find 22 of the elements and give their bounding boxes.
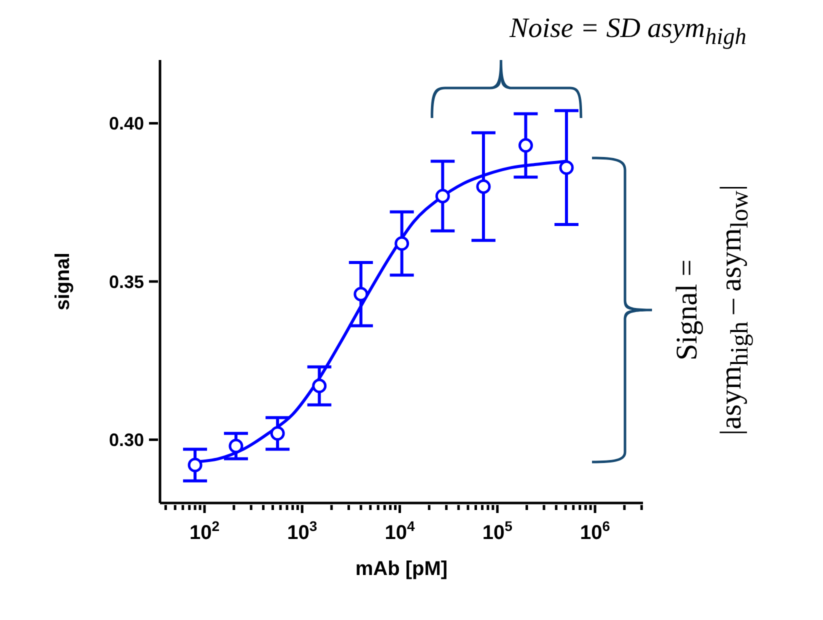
point bbox=[559, 160, 574, 175]
y-tick-label: 0.30 bbox=[108, 430, 144, 450]
y-axis-title: signal bbox=[52, 252, 74, 310]
point bbox=[312, 378, 327, 394]
point bbox=[435, 188, 450, 204]
y-tick-label: 0.40 bbox=[108, 114, 144, 134]
x-tick-label: 10$^{2}$ bbox=[189, 518, 220, 544]
x-tick-label: 10$^{4}$ bbox=[384, 518, 415, 544]
text: Signal = bbox=[670, 258, 705, 363]
x-tick-label: 10$^{3}$ bbox=[287, 518, 318, 544]
x-axis-title: mAb [pM] bbox=[355, 558, 448, 580]
point bbox=[518, 138, 533, 153]
point bbox=[354, 286, 368, 302]
x-tick-label: 10$^{6}$ bbox=[580, 518, 610, 544]
point bbox=[270, 426, 285, 441]
text: Noise = SD asym$_{high}$ bbox=[510, 13, 746, 51]
y-tick-label: 0.35 bbox=[108, 272, 144, 292]
x-tick-label: 10$^{5}$ bbox=[482, 518, 513, 544]
point bbox=[476, 179, 491, 194]
point bbox=[188, 458, 202, 472]
point bbox=[228, 438, 244, 454]
point bbox=[394, 236, 410, 251]
